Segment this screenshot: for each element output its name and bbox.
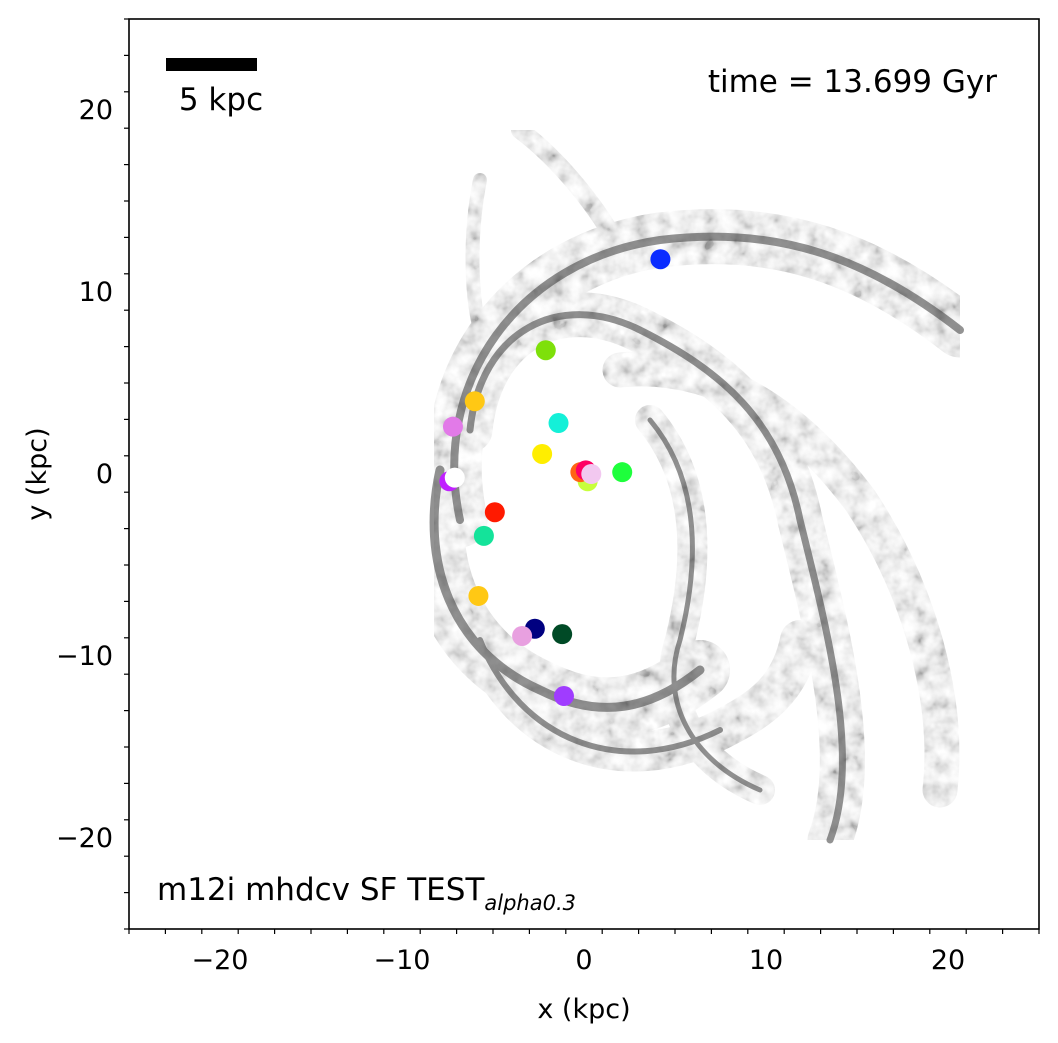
axes-frame xyxy=(128,18,1040,930)
particle-marker xyxy=(553,686,574,707)
x-axis-label: x (kpc) xyxy=(537,994,630,1025)
y-tick-label: −10 xyxy=(56,641,113,672)
particle-marker xyxy=(552,624,573,645)
particle-marker xyxy=(464,391,485,412)
particle-markers xyxy=(439,249,671,707)
x-tick-label: 0 xyxy=(575,945,592,976)
scale-bar-label: 5 kpc xyxy=(179,82,263,118)
x-tick-label: −10 xyxy=(374,945,431,976)
scale-bar xyxy=(166,58,257,71)
axis-ticks: −20 −10 0 10 20 −20 −10 0 10 20 xyxy=(56,18,1040,976)
particle-marker xyxy=(612,462,633,483)
time-label: time = 13.699 Gyr xyxy=(708,64,997,100)
particle-marker xyxy=(650,249,671,270)
particle-marker xyxy=(548,413,569,434)
simulation-label: m12i mhdcv SF TESTalpha0.3 xyxy=(157,872,576,915)
particle-marker xyxy=(444,467,465,488)
simulation-label-main: m12i mhdcv SF TEST xyxy=(157,872,485,908)
x-tick-label: 10 xyxy=(749,945,783,976)
particle-marker xyxy=(532,443,553,464)
particle-marker xyxy=(535,340,556,361)
gas-density-map xyxy=(404,121,988,863)
particle-marker xyxy=(512,625,533,646)
particle-marker xyxy=(468,585,489,606)
simulation-label-subscript: alpha0.3 xyxy=(484,891,576,915)
particle-marker xyxy=(484,502,505,523)
y-tick-label: 20 xyxy=(79,95,113,126)
particle-marker xyxy=(581,464,602,484)
x-tick-label: 20 xyxy=(931,945,965,976)
particle-marker xyxy=(442,416,463,437)
y-tick-label: 10 xyxy=(79,277,113,308)
x-tick-label: −20 xyxy=(192,945,249,976)
y-tick-label: 0 xyxy=(96,459,113,490)
y-tick-label: −20 xyxy=(56,823,113,854)
particle-marker xyxy=(473,525,494,546)
y-axis-label: y (kpc) xyxy=(22,427,53,520)
